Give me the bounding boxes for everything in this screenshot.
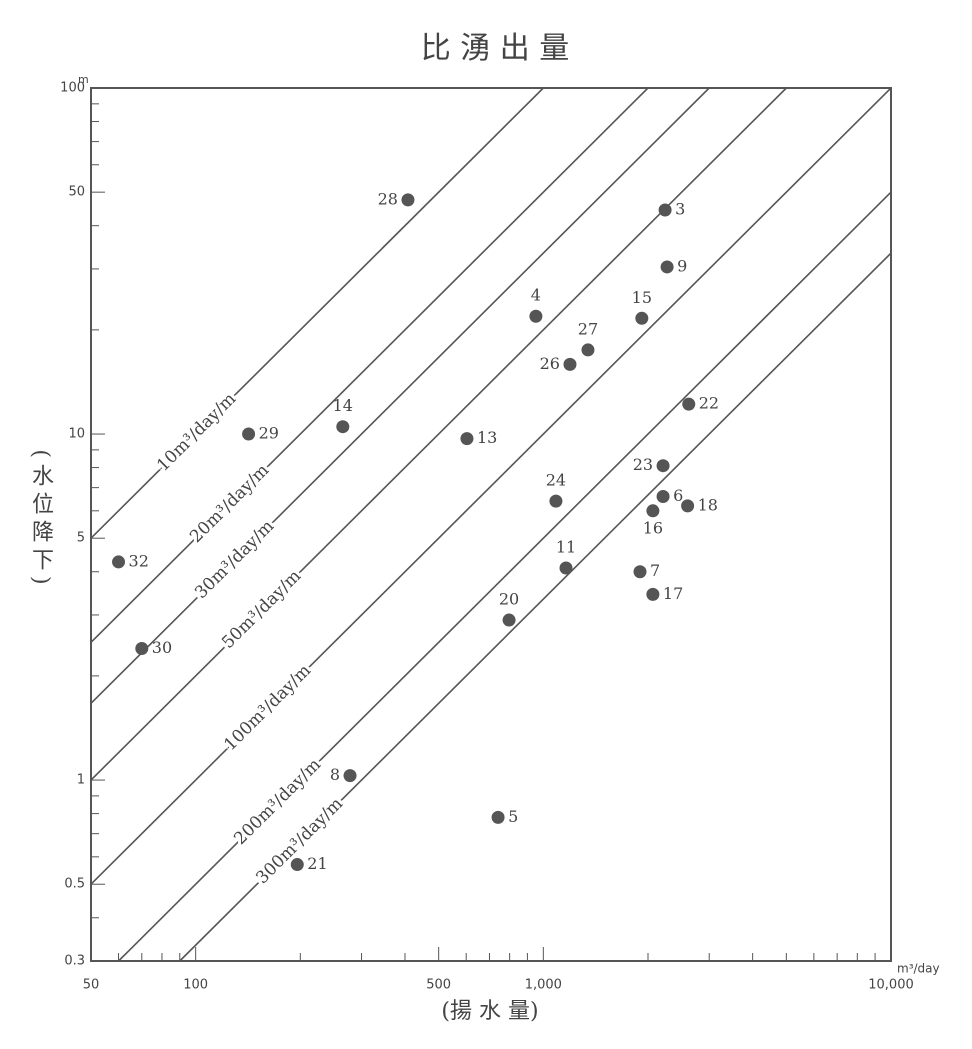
point-label: 3 (675, 200, 685, 219)
point-label: 32 (129, 551, 149, 570)
point (529, 309, 543, 323)
point-label: 24 (546, 471, 566, 490)
point-label: 6 (673, 486, 683, 505)
y-tick-label: 100 (60, 81, 85, 96)
point-label: 17 (663, 584, 683, 603)
point (656, 459, 670, 473)
point (646, 587, 660, 601)
point (401, 193, 415, 207)
y-unit: m (78, 73, 89, 86)
y-axis-label: (水位降下) (28, 449, 54, 590)
point-label: 23 (633, 455, 653, 474)
point-label: 16 (643, 518, 663, 537)
point (681, 499, 695, 513)
x-tick-label: 50 (83, 978, 100, 993)
point (559, 561, 573, 575)
point-label: 30 (152, 638, 172, 657)
point-label: 29 (259, 424, 279, 443)
chart-title: 比 湧 出 量 (421, 31, 570, 66)
point (135, 642, 149, 656)
y-tick-label: 0.3 (64, 954, 85, 969)
point (682, 397, 696, 411)
point-label: 5 (508, 807, 518, 826)
point (242, 427, 256, 441)
point (633, 565, 647, 579)
point-label: 20 (499, 590, 519, 609)
point-label: 22 (699, 394, 719, 413)
point-label: 28 (378, 189, 398, 208)
capacity-line (117, 191, 892, 962)
capacity-label: 10m³/day/m (153, 389, 240, 476)
y-tick-label: 10 (68, 427, 85, 442)
point (491, 810, 505, 824)
point (290, 858, 304, 872)
point-label: 15 (632, 288, 652, 307)
point (502, 613, 516, 627)
point-label: 26 (540, 354, 560, 373)
point (635, 311, 649, 325)
point-label: 18 (698, 495, 718, 514)
point (343, 769, 357, 783)
point-label: 9 (677, 256, 687, 275)
point (660, 260, 674, 274)
point-label: 4 (531, 286, 541, 305)
capacity-label: 50m³/day/m (218, 566, 305, 653)
point (563, 357, 577, 371)
capacity-line (90, 87, 710, 704)
point (646, 504, 660, 518)
point-label: 14 (333, 396, 353, 415)
capacity-line (90, 87, 892, 885)
point (581, 343, 595, 357)
capacity-line (179, 252, 892, 962)
x-tick-label: 500 (426, 978, 451, 993)
x-axis-label: (揚 水 量) (441, 999, 538, 1024)
point-label: 13 (477, 428, 497, 447)
point (336, 420, 350, 434)
point (656, 489, 670, 503)
y-tick-label: 5 (77, 531, 85, 546)
point (658, 203, 672, 217)
point-label: 8 (330, 765, 340, 784)
x-unit: m³/day (897, 962, 940, 976)
point (112, 555, 126, 569)
plot-frame (90, 87, 892, 962)
x-tick-label: 10,000 (868, 978, 914, 993)
capacity-line (90, 87, 787, 781)
y-tick-label: 1 (77, 773, 85, 788)
point-label: 7 (650, 561, 660, 580)
point-label: 21 (307, 854, 327, 873)
x-tick-label: 1,000 (525, 978, 562, 993)
x-tick-label: 100 (183, 978, 208, 993)
point-label: 11 (556, 538, 576, 557)
point-label: 27 (578, 319, 598, 338)
point (460, 432, 474, 446)
capacity-label: 100m³/day/m (220, 661, 315, 755)
y-tick-label: 0.5 (64, 877, 85, 892)
point (549, 494, 563, 508)
capacity-line (90, 87, 649, 643)
capacity-line (90, 87, 544, 539)
y-tick-label: 50 (68, 185, 85, 200)
